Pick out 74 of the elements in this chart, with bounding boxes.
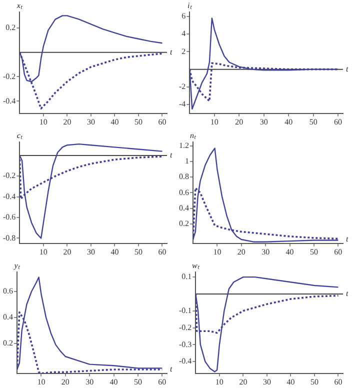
x-tick-label: 50: [134, 377, 142, 386]
x-tick-label: 10: [39, 247, 48, 256]
y-tick-label: 0.4: [3, 312, 13, 322]
x-tick-label: 10: [215, 377, 224, 386]
x-tick-label: 10: [210, 117, 218, 126]
y-tick-label: -0.1: [178, 306, 192, 315]
x-tick-label: 40: [284, 117, 293, 126]
x-tick-label: 40: [110, 377, 118, 386]
y-tick-label: -0.4: [2, 96, 16, 106]
x-tick-label: 30: [86, 377, 94, 386]
y-tick-label: 0.2: [179, 218, 189, 228]
x-tick-label: 20: [237, 247, 246, 256]
x-tick-label: 60: [334, 247, 342, 256]
y-tick-label: 0.1: [182, 272, 192, 282]
y-axis-title: yₜ: [13, 261, 21, 270]
y-tick-label: -4: [178, 100, 186, 109]
x-tick-label: 50: [134, 247, 142, 256]
x-tick-label: 30: [262, 377, 271, 386]
x-axis-title: t: [170, 47, 173, 56]
x-tick-label: 40: [110, 247, 119, 256]
x-axis-title: t: [346, 289, 349, 298]
y-tick-label: 0.6: [179, 188, 189, 197]
y-tick-label: -0.2: [178, 322, 192, 332]
y-tick-label: 0.4: [179, 203, 189, 212]
x-tick-label: 40: [286, 247, 294, 256]
y-tick-label: 0.2: [3, 338, 13, 348]
y-tick-label: -0.6: [2, 212, 16, 222]
y-axis-title: cₜ: [16, 131, 24, 140]
x-tick-label: 30: [86, 117, 95, 126]
y-tick-label: 1: [185, 156, 189, 166]
y-tick-label: 6: [182, 12, 186, 20]
x-tick-label: 60: [334, 377, 342, 386]
x-tick-label: 60: [334, 117, 342, 126]
y-tick-label: 4: [182, 29, 186, 38]
y-tick-label: -0.2: [2, 171, 16, 180]
x-tick-label: 10: [39, 117, 48, 126]
x-tick-label: 20: [63, 247, 72, 256]
y-tick-label: 0.6: [3, 286, 13, 296]
x-tick-label: 30: [262, 247, 270, 256]
x-tick-label: 20: [239, 377, 248, 386]
y-tick-label: 2: [182, 46, 186, 56]
x-tick-label: 20: [61, 377, 70, 386]
x-tick-label: 50: [309, 117, 318, 126]
y-tick-label: -0.3: [178, 340, 192, 349]
x-axis-title: t: [346, 234, 349, 244]
x-axis-title: t: [170, 364, 173, 374]
y-axis-title: nₜ: [190, 131, 197, 140]
y-tick-label: -0.4: [2, 192, 16, 201]
x-tick-label: 50: [310, 377, 318, 386]
y-axis-title: xₜ: [16, 1, 24, 10]
y-tick-label: -0.2: [2, 72, 16, 81]
x-tick-label: 10: [37, 377, 46, 386]
x-tick-label: 40: [286, 377, 295, 386]
x-tick-label: 30: [86, 247, 95, 256]
x-axis-title: t: [346, 64, 349, 74]
x-tick-label: 40: [110, 117, 119, 126]
y-tick-label: -0.8: [2, 233, 16, 242]
x-tick-label: 60: [158, 377, 166, 386]
y-tick-label: 0.8: [179, 172, 189, 182]
x-tick-label: 30: [260, 117, 268, 126]
y-axis-title: iₜ: [188, 1, 193, 10]
y-tick-label: -2: [178, 82, 186, 92]
x-tick-label: 50: [310, 247, 318, 256]
x-tick-label: 20: [63, 117, 72, 126]
x-axis-title: t: [170, 150, 173, 160]
x-tick-label: 10: [213, 247, 222, 256]
x-tick-label: 60: [158, 247, 166, 256]
y-axis-title: wₜ: [192, 261, 200, 270]
y-tick-label: 1.2: [179, 140, 189, 150]
y-tick-label: -0.4: [178, 356, 192, 366]
x-tick-label: 50: [134, 117, 142, 126]
x-tick-label: 20: [235, 117, 244, 126]
y-tick-label: 0.2: [6, 22, 16, 32]
x-tick-label: 60: [158, 117, 166, 126]
